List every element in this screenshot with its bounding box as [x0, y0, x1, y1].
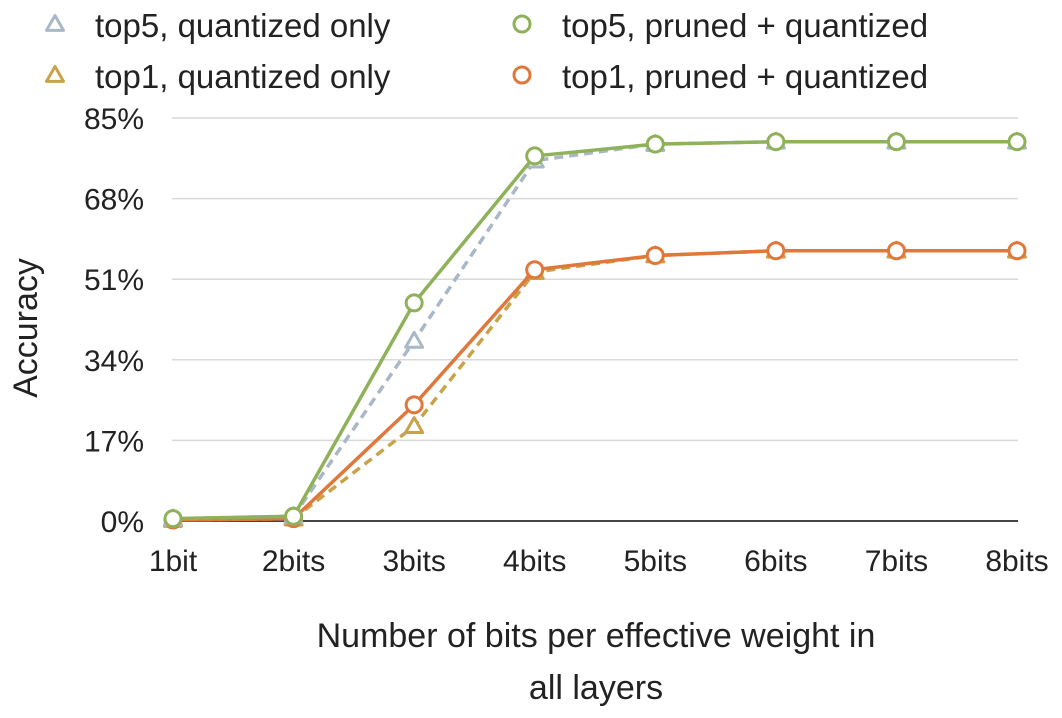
x-axis-ticks: 1bit 2bits 3bits 4bits 5bits 6bits 7bits 8bits: [149, 545, 1049, 578]
y-tick-label: 51%: [84, 264, 144, 297]
series-line: [172, 249, 1017, 522]
data-point: [645, 245, 665, 265]
y-axis-ticks: 0% 17% 34% 51% 68% 85%: [84, 103, 144, 539]
legend: top5, quantized only top5, pruned + quant…: [45, 7, 928, 95]
legend-label: top5, quantized only: [95, 7, 391, 44]
circle-marker-icon: [512, 14, 532, 34]
series-1: [163, 132, 1027, 529]
x-tick-label: 4bits: [503, 545, 566, 578]
data-point: [645, 134, 665, 154]
y-tick-label: 17%: [84, 425, 144, 458]
data-point: [766, 132, 786, 152]
data-point: [1007, 132, 1027, 152]
circle-marker-icon: [512, 65, 532, 85]
series-line: [172, 249, 1017, 522]
data-point: [404, 330, 425, 349]
series-0: [163, 131, 1027, 527]
data-point: [163, 509, 183, 529]
y-axis-title: Accuracy: [7, 258, 45, 398]
legend-item: top1, pruned + quantized: [512, 58, 928, 95]
data-point: [404, 395, 424, 415]
triangle-marker-icon: [45, 65, 65, 83]
x-tick-label: 8bits: [985, 545, 1048, 578]
series-3: [163, 241, 1027, 530]
series-line: [172, 139, 1017, 521]
gridlines: [172, 117, 1018, 522]
x-tick-label: 5bits: [624, 545, 687, 578]
plot-area: [163, 131, 1027, 530]
data-point: [886, 132, 906, 152]
legend-label: top1, quantized only: [95, 58, 391, 95]
y-tick-label: 34%: [84, 345, 144, 378]
data-point: [1007, 241, 1027, 261]
data-point: [766, 241, 786, 261]
triangle-marker-icon: [45, 14, 65, 32]
y-tick-label: 0%: [101, 506, 144, 539]
x-axis-title-line-1: Number of bits per effective weight in: [317, 617, 876, 655]
series-2: [163, 240, 1027, 528]
y-tick-label: 68%: [84, 184, 144, 217]
data-point: [284, 506, 304, 526]
legend-item: top5, quantized only: [45, 7, 391, 44]
x-tick-label: 3bits: [382, 545, 445, 578]
legend-label: top5, pruned + quantized: [562, 7, 928, 44]
legend-label: top1, pruned + quantized: [562, 58, 928, 95]
legend-item: top1, quantized only: [45, 58, 391, 95]
data-point: [525, 146, 545, 166]
y-tick-label: 85%: [84, 103, 144, 136]
x-tick-label: 2bits: [262, 545, 325, 578]
legend-item: top5, pruned + quantized: [512, 7, 928, 44]
data-point: [404, 293, 424, 313]
data-point: [886, 241, 906, 261]
data-point: [404, 416, 425, 435]
x-axis-title-line-2: all layers: [529, 669, 663, 707]
x-tick-label: 7bits: [865, 545, 928, 578]
data-point: [525, 260, 545, 280]
x-tick-label: 1bit: [149, 545, 198, 578]
x-tick-label: 6bits: [744, 545, 807, 578]
